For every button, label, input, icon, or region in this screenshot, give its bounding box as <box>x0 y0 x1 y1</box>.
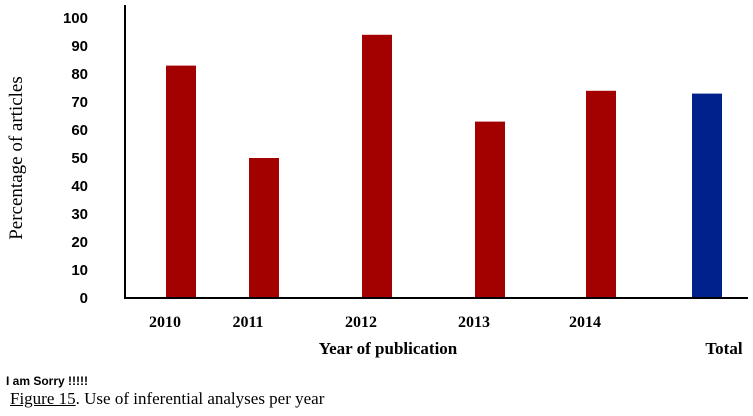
y-tick-label: 90 <box>71 38 88 55</box>
x-category-label: 2012 <box>345 314 377 331</box>
x-category-label: Total <box>705 339 742 358</box>
x-category-label: 2014 <box>569 314 601 331</box>
bar-2012 <box>362 34 392 299</box>
y-tick-label: 80 <box>71 66 88 83</box>
bar-2011 <box>249 158 279 298</box>
y-tick-label: 30 <box>71 206 88 223</box>
bars <box>166 34 722 299</box>
x-category-label: 2010 <box>149 314 181 331</box>
y-tick-label: 10 <box>71 262 88 279</box>
y-tick-label: 70 <box>71 94 88 111</box>
y-tick-label: 20 <box>71 234 88 251</box>
x-category-label: 2011 <box>232 314 263 331</box>
y-tick-label: 60 <box>71 122 88 139</box>
x-axis-title: Year of publication <box>319 339 458 358</box>
figure-number: Figure 15 <box>10 389 76 408</box>
x-axis-category-labels: 2010 2011 2012 2013 2014 Total <box>149 314 743 358</box>
bar-2014 <box>586 90 616 298</box>
figure-caption: Figure 15. Use of inferential analyses p… <box>10 389 324 409</box>
bar-2013 <box>475 121 505 298</box>
y-tick-label: 50 <box>71 150 88 167</box>
y-tick-label: 40 <box>71 178 88 195</box>
y-tick-label: 0 <box>80 290 88 307</box>
x-category-label: 2013 <box>458 314 490 331</box>
y-tick-label: 100 <box>63 10 88 27</box>
bar-total <box>692 93 722 298</box>
y-axis-title: Percentage of articles <box>6 76 27 240</box>
apology-note: I am Sorry !!!!! <box>6 374 89 388</box>
y-axis-ticks: 0 10 20 30 40 50 60 70 80 90 100 <box>63 10 88 307</box>
caption-text: . Use of inferential analyses per year <box>75 389 325 408</box>
bar-2010 <box>166 65 196 298</box>
